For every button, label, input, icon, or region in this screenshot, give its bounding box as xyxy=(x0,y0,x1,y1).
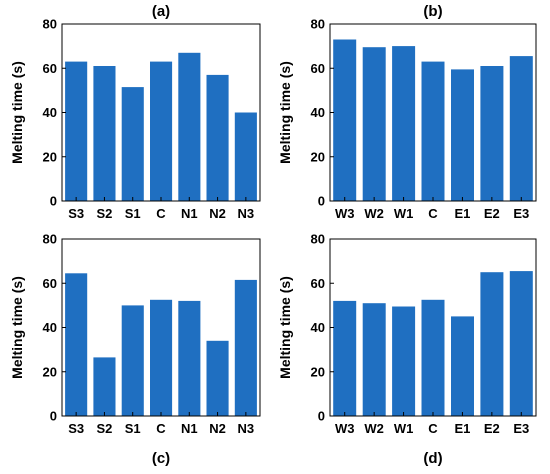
bar-C xyxy=(150,61,173,201)
bar-E1 xyxy=(451,69,474,202)
bar-W1 xyxy=(392,46,416,201)
y-tick-label: 0 xyxy=(318,194,325,209)
panel-label: (d) xyxy=(423,450,442,467)
bar-S1 xyxy=(121,87,144,201)
panel-label: (a) xyxy=(152,3,170,20)
x-tick-label-W2: W2 xyxy=(364,206,384,221)
y-tick-label: 0 xyxy=(50,409,57,424)
x-tick-label-S1: S1 xyxy=(125,206,141,221)
y-tick-label: 20 xyxy=(311,364,325,379)
x-tick-label-E2: E2 xyxy=(484,206,500,221)
bar-W2 xyxy=(362,47,386,202)
bar-S1 xyxy=(121,305,144,416)
y-tick-label: 80 xyxy=(43,232,57,247)
bar-E1 xyxy=(451,316,474,416)
y-tick-label: 40 xyxy=(311,320,325,335)
x-tick-label-S2: S2 xyxy=(96,206,112,221)
y-axis-title: Melting time (s) xyxy=(277,61,293,164)
bar-N3 xyxy=(234,279,257,416)
y-tick-label: 60 xyxy=(43,276,57,291)
x-tick-label-C: C xyxy=(428,206,438,221)
chart-panel-2: 0 20 40 60 80 W3 W2 W1 C E1 E2 E3 Melting time (s) (b… xyxy=(277,3,537,221)
y-tick-label: 60 xyxy=(311,276,325,291)
bar-E2 xyxy=(480,66,504,201)
x-tick-label-E2: E2 xyxy=(484,421,500,436)
bar-W3 xyxy=(333,300,357,416)
x-tick-label-E3: E3 xyxy=(513,421,529,436)
panel-label: (b) xyxy=(423,3,442,20)
bar-S2 xyxy=(93,357,116,416)
x-tick-label-E1: E1 xyxy=(454,206,470,221)
x-tick-label-C: C xyxy=(156,206,166,221)
y-tick-label: 20 xyxy=(43,364,57,379)
x-tick-label-N3: N3 xyxy=(238,421,255,436)
chart-panel-1: 0 20 40 60 80 S3 S2 S1 C N1 N2 N3 Melting time (s) (a… xyxy=(9,3,261,221)
x-tick-label-W3: W3 xyxy=(335,421,355,436)
y-tick-label: 80 xyxy=(311,232,325,247)
bar-N1 xyxy=(178,300,201,416)
bar-W1 xyxy=(392,306,416,416)
x-tick-label-E3: E3 xyxy=(513,206,529,221)
y-tick-label: 0 xyxy=(318,409,325,424)
panel-label: (c) xyxy=(152,450,170,467)
x-tick-label-W1: W1 xyxy=(394,421,414,436)
bar-W3 xyxy=(333,39,357,201)
x-tick-label-N3: N3 xyxy=(238,206,255,221)
x-tick-label-N1: N1 xyxy=(181,421,198,436)
x-tick-label-N1: N1 xyxy=(181,206,198,221)
y-axis-title: Melting time (s) xyxy=(277,276,293,379)
x-tick-label-S3: S3 xyxy=(68,421,84,436)
bar-N2 xyxy=(206,74,229,201)
y-tick-label: 60 xyxy=(311,61,325,76)
bar-S3 xyxy=(65,61,88,201)
y-tick-label: 40 xyxy=(43,105,57,120)
x-tick-label-S2: S2 xyxy=(96,421,112,436)
bar-W2 xyxy=(362,303,386,416)
x-tick-label-N2: N2 xyxy=(209,421,226,436)
x-tick-label-W1: W1 xyxy=(394,206,414,221)
y-axis-title: Melting time (s) xyxy=(9,276,25,379)
x-tick-label-W2: W2 xyxy=(364,421,384,436)
x-tick-label-W3: W3 xyxy=(335,206,355,221)
y-tick-label: 40 xyxy=(311,105,325,120)
bar-E3 xyxy=(509,56,533,201)
chart-panel-3: 0 20 40 60 80 S3 S2 S1 C N1 N2 N3 Melting time (s) (c… xyxy=(9,232,261,467)
y-tick-label: 40 xyxy=(43,320,57,335)
bar-N1 xyxy=(178,52,201,201)
x-tick-label-N2: N2 xyxy=(209,206,226,221)
y-tick-label: 80 xyxy=(311,17,325,32)
y-tick-label: 20 xyxy=(43,149,57,164)
y-axis-title: Melting time (s) xyxy=(9,61,25,164)
x-tick-label-S1: S1 xyxy=(125,421,141,436)
bar-N3 xyxy=(234,112,257,201)
x-tick-label-E1: E1 xyxy=(454,421,470,436)
bar-S2 xyxy=(93,66,116,201)
y-tick-label: 80 xyxy=(43,17,57,32)
bar-C xyxy=(421,299,445,416)
y-tick-label: 20 xyxy=(311,149,325,164)
x-tick-label-C: C xyxy=(156,421,166,436)
x-tick-label-S3: S3 xyxy=(68,206,84,221)
bar-E2 xyxy=(480,272,504,416)
bar-S3 xyxy=(65,273,88,416)
y-tick-label: 60 xyxy=(43,61,57,76)
bar-E3 xyxy=(509,271,533,416)
bar-C xyxy=(150,299,173,416)
bar-N2 xyxy=(206,340,229,416)
x-tick-label-C: C xyxy=(428,421,438,436)
y-tick-label: 0 xyxy=(50,194,57,209)
chart-panel-4: 0 20 40 60 80 W3 W2 W1 C E1 E2 E3 Melting time (s) (d… xyxy=(277,232,537,467)
bar-C xyxy=(421,61,445,201)
